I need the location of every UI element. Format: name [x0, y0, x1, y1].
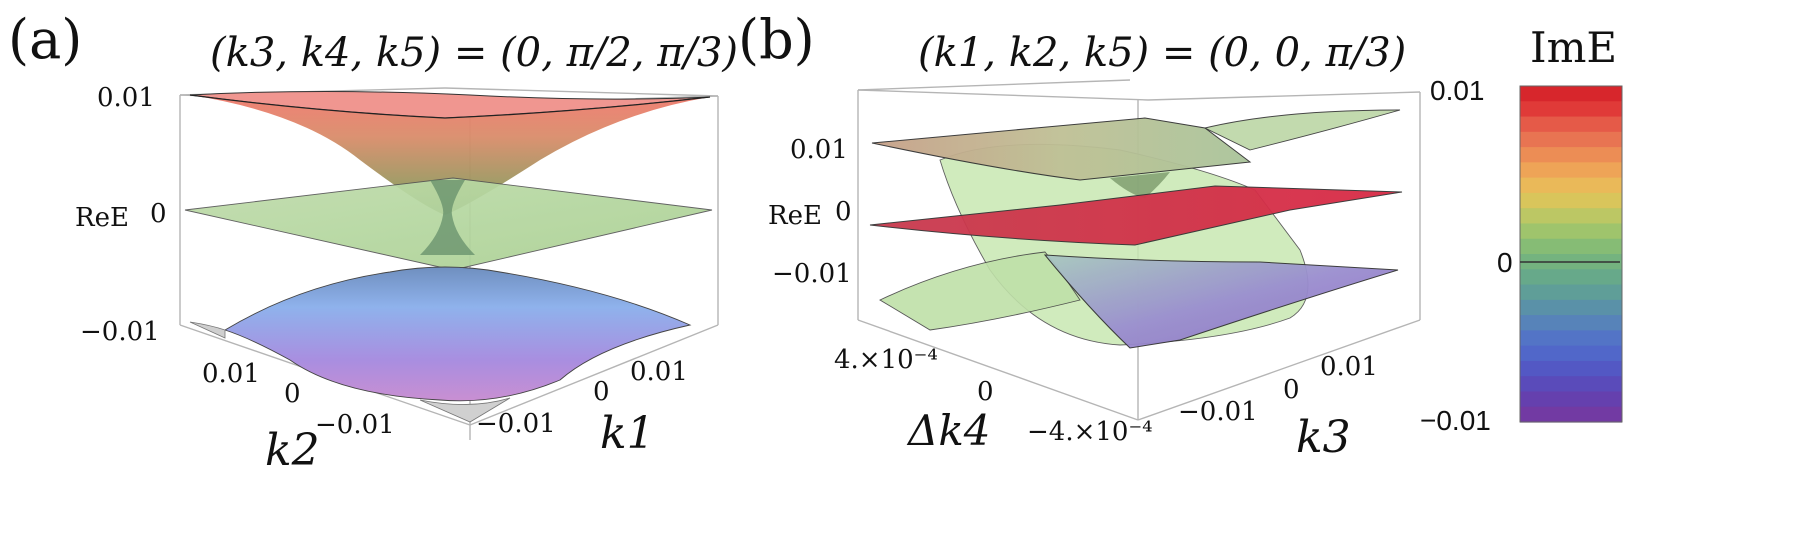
panel-b-dk4-label: Δk4 — [906, 406, 991, 455]
colorbar-band — [1520, 406, 1622, 423]
colorbar-tick-bottom: −0.01 — [1420, 405, 1491, 436]
colorbar-band — [1520, 360, 1622, 377]
panel-b-k3tick-3: 0.01 — [1320, 352, 1378, 382]
panel-a-k1-label: k1 — [600, 408, 655, 459]
panel-b-middle-surface — [869, 185, 1403, 246]
colorbar-band — [1520, 162, 1622, 179]
panel-b-dk4tick-3: −4.×10⁻⁴ — [1027, 417, 1153, 447]
colorbar-band — [1520, 101, 1622, 118]
panel-b-k3tick-1: −0.01 — [1178, 397, 1258, 427]
colorbar-band — [1520, 284, 1622, 301]
panel-b-ztick-2: 0 — [835, 197, 852, 227]
panel-b-z-label: ReE — [768, 201, 822, 231]
colorbar-tick-mid: 0 — [1497, 247, 1513, 278]
panel-a-k2tick-2: 0 — [284, 379, 301, 409]
panel-b-k3-axis: −0.01 0 0.01 k3 — [1178, 352, 1378, 463]
panel-b-dk4-axis: 4.×10⁻⁴ 0 −4.×10⁻⁴ Δk4 — [834, 345, 1153, 455]
panel-a-ztick-2: 0 — [150, 199, 167, 229]
panel-b-lower-surface — [1043, 254, 1399, 349]
panel-a-k1tick-2: 0 — [593, 377, 610, 407]
panel-a-lower-surface — [223, 266, 692, 402]
panel-b-dk4tick-1: 4.×10⁻⁴ — [834, 345, 938, 375]
panel-a-z-label: ReE — [75, 203, 129, 233]
panel-a-ztick-1: 0.01 — [97, 83, 155, 113]
colorbar-band — [1520, 269, 1622, 286]
colorbar-tick-top: 0.01 — [1430, 75, 1485, 106]
panel-a-cone-neck — [420, 180, 475, 255]
panel-a-k2-label: k2 — [265, 425, 320, 476]
panel-a-label: (a) — [8, 8, 82, 71]
panel-a-ztick-3: −0.01 — [80, 317, 160, 347]
colorbar-band — [1520, 238, 1622, 255]
colorbar: ImE 0.01 0 −0.01 — [1420, 23, 1623, 436]
colorbar-band — [1520, 299, 1622, 316]
colorbar-band — [1520, 131, 1622, 148]
panel-b-z-axis: 0.01 0 −0.01 ReE — [768, 135, 852, 289]
colorbar-band — [1520, 208, 1622, 225]
colorbar-gradient — [1519, 85, 1623, 423]
panel-b-ztick-3: −0.01 — [772, 259, 852, 289]
panel-a: (a) (k3, k4, k5) = (0, π/2, π/3) 0.01 — [8, 8, 738, 476]
panel-b: (b) (k1, k2, k5) = (0, 0, π/3) 0.01 0 −0… — [738, 8, 1421, 463]
panel-b-label: (b) — [738, 8, 815, 71]
panel-a-k2tick-1: 0.01 — [202, 359, 260, 389]
colorbar-frame — [1519, 85, 1623, 423]
colorbar-band — [1520, 147, 1622, 163]
colorbar-band — [1520, 192, 1622, 209]
panel-a-upper-cone — [190, 95, 710, 215]
colorbar-band — [1520, 376, 1622, 393]
panel-b-k3tick-2: 0 — [1283, 375, 1300, 405]
panel-a-k1tick-3: 0.01 — [630, 357, 688, 387]
colorbar-title: ImE — [1530, 23, 1617, 72]
panel-b-ztick-1: 0.01 — [790, 135, 848, 165]
panel-a-k1-axis: −0.01 0 0.01 k1 — [476, 357, 688, 459]
panel-b-k3-label: k3 — [1296, 412, 1351, 463]
panel-a-k2-axis: 0.01 0 −0.01 k2 — [202, 359, 395, 476]
panel-b-dk4tick-2: 0 — [977, 377, 994, 407]
panel-a-title: (k3, k4, k5) = (0, π/2, π/3) — [210, 30, 738, 76]
colorbar-band — [1520, 116, 1622, 133]
colorbar-band — [1520, 177, 1622, 194]
panel-b-title: (k1, k2, k5) = (0, 0, π/3) — [918, 30, 1406, 76]
colorbar-band — [1520, 345, 1622, 362]
colorbar-band — [1520, 330, 1622, 347]
colorbar-band — [1520, 315, 1622, 331]
colorbar-band — [1520, 391, 1622, 408]
colorbar-band — [1520, 223, 1622, 240]
panel-a-k1tick-1: −0.01 — [476, 409, 556, 439]
panel-a-z-axis: 0.01 0 −0.01 ReE — [75, 83, 167, 347]
colorbar-band — [1520, 86, 1622, 102]
panel-a-k2tick-3: −0.01 — [315, 410, 395, 440]
panel-b-upper-surface — [871, 117, 1252, 181]
